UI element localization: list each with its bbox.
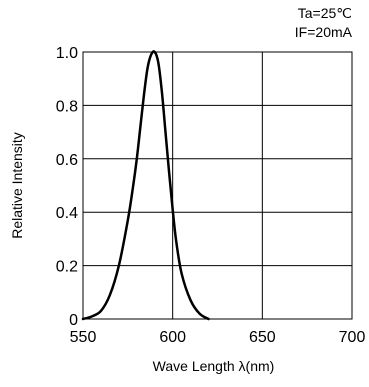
y-axis-label: Relative Intensity [9,132,25,239]
grid [82,51,353,320]
y-tick-label: 0.4 [56,205,78,222]
plot-frame [82,51,353,320]
x-tick-label: 550 [70,329,97,346]
x-tick-label: 650 [249,329,276,346]
series-line [81,50,210,321]
y-tick-label: 0 [69,312,78,329]
x-tick-label: 700 [339,329,366,346]
x-tick-labels: 550 600 650 700 [70,329,366,346]
y-tick-label: 0.8 [56,98,78,115]
x-axis-label: Wave Length λ(nm) [153,358,275,374]
y-tick-label: 0.6 [56,152,78,169]
temperature-annotation: Ta=25℃ [298,5,352,21]
y-tick-labels: 0 0.2 0.4 0.6 0.8 1.0 [56,45,78,329]
y-tick-label: 1.0 [56,45,78,62]
y-tick-label: 0.2 [56,259,78,276]
x-tick-label: 600 [159,329,186,346]
current-annotation: IF=20mA [295,24,353,40]
